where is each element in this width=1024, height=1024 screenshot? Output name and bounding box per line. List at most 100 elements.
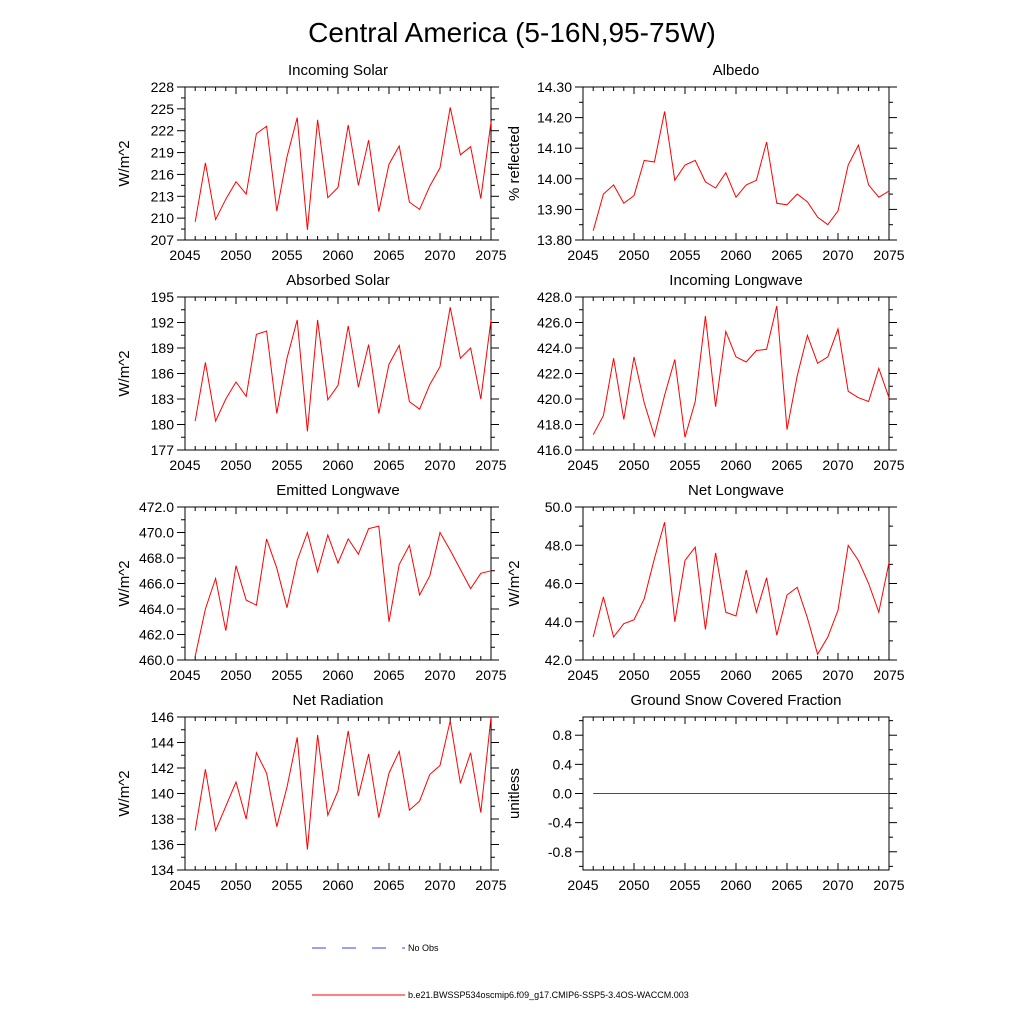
data-point xyxy=(858,560,859,561)
data-point xyxy=(256,133,257,134)
panel-title: Net Radiation xyxy=(293,692,384,709)
y-tick-label: 48.0 xyxy=(545,537,572,553)
data-point xyxy=(654,435,655,436)
data-point xyxy=(878,612,879,613)
x-tick-label: 2070 xyxy=(822,247,853,263)
data-point xyxy=(409,809,410,810)
data-point xyxy=(633,195,634,196)
data-point xyxy=(439,167,440,168)
x-tick-label: 2070 xyxy=(424,247,455,263)
data-point xyxy=(450,307,451,308)
y-tick-label: 186 xyxy=(151,366,175,382)
data-point xyxy=(480,198,481,199)
data-point xyxy=(480,398,481,399)
data-point xyxy=(409,202,410,203)
data-point xyxy=(276,210,277,211)
y-axis-label: W/m^2 xyxy=(116,560,133,606)
data-point xyxy=(256,334,257,335)
data-point xyxy=(725,172,726,173)
y-axis-label: % reflected xyxy=(506,126,523,201)
data-point xyxy=(695,547,696,548)
data-point xyxy=(797,793,798,794)
data-point xyxy=(195,830,196,831)
data-point xyxy=(276,826,277,827)
data-point xyxy=(756,350,757,351)
data-point xyxy=(368,753,369,754)
data-point xyxy=(766,349,767,350)
data-point xyxy=(450,720,451,721)
y-tick-label: 134 xyxy=(151,862,175,878)
panel-title: Net Longwave xyxy=(688,482,784,499)
data-point xyxy=(674,621,675,622)
data-point xyxy=(725,331,726,332)
data-point xyxy=(368,140,369,141)
data-point xyxy=(613,793,614,794)
data-point xyxy=(307,229,308,230)
data-point xyxy=(633,793,634,794)
y-tick-label: 46.0 xyxy=(545,576,572,592)
data-point xyxy=(246,599,247,600)
data-point xyxy=(266,538,267,539)
data-point xyxy=(388,621,389,622)
data-point xyxy=(603,194,604,195)
data-point xyxy=(439,532,440,533)
x-tick-label: 2075 xyxy=(873,667,904,683)
data-point xyxy=(807,201,808,202)
y-tick-label: 468.0 xyxy=(139,550,174,566)
x-tick-label: 2050 xyxy=(220,667,251,683)
x-tick-label: 2065 xyxy=(771,667,802,683)
data-point xyxy=(746,184,747,185)
data-point xyxy=(388,364,389,365)
data-point xyxy=(623,419,624,420)
data-point xyxy=(715,552,716,553)
x-tick-label: 2050 xyxy=(220,877,251,893)
series-line xyxy=(592,522,890,656)
data-point xyxy=(215,578,216,579)
data-point xyxy=(807,793,808,794)
y-tick-label: 470.0 xyxy=(139,525,174,541)
data-point xyxy=(776,793,777,794)
x-tick-label: 2075 xyxy=(475,877,506,893)
data-point xyxy=(297,737,298,738)
data-point xyxy=(695,793,696,794)
data-point xyxy=(225,398,226,399)
data-point xyxy=(266,773,267,774)
data-point xyxy=(399,145,400,146)
y-tick-label: 472.0 xyxy=(139,499,174,515)
x-tick-label: 2070 xyxy=(424,667,455,683)
plot-frame xyxy=(582,296,890,451)
data-point xyxy=(817,654,818,655)
y-tick-label: 146 xyxy=(151,709,175,725)
data-point xyxy=(450,107,451,108)
data-point xyxy=(654,558,655,559)
x-tick-label: 2055 xyxy=(669,247,700,263)
data-point xyxy=(470,347,471,348)
data-point xyxy=(256,752,257,753)
data-point xyxy=(327,399,328,400)
series-line xyxy=(592,111,890,231)
y-tick-label: 13.80 xyxy=(537,232,572,248)
data-point xyxy=(348,730,349,731)
data-point xyxy=(337,187,338,188)
plot-frame xyxy=(184,296,492,451)
y-tick-label: 422.0 xyxy=(537,366,572,382)
data-point xyxy=(348,538,349,539)
data-point xyxy=(674,359,675,360)
x-tick-label: 2065 xyxy=(373,247,404,263)
data-point xyxy=(235,181,236,182)
data-point xyxy=(797,375,798,376)
y-tick-label: 210 xyxy=(151,210,175,226)
data-point xyxy=(307,431,308,432)
x-tick-label: 2070 xyxy=(822,877,853,893)
data-point xyxy=(470,146,471,147)
x-tick-label: 2060 xyxy=(322,247,353,263)
data-point xyxy=(644,160,645,161)
legend-label: No Obs xyxy=(408,943,439,953)
data-point xyxy=(837,793,838,794)
data-point xyxy=(378,211,379,212)
y-tick-label: 13.90 xyxy=(537,201,572,217)
x-tick-label: 2055 xyxy=(271,877,302,893)
data-point xyxy=(858,145,859,146)
x-tick-label: 2070 xyxy=(424,457,455,473)
data-point xyxy=(817,793,818,794)
